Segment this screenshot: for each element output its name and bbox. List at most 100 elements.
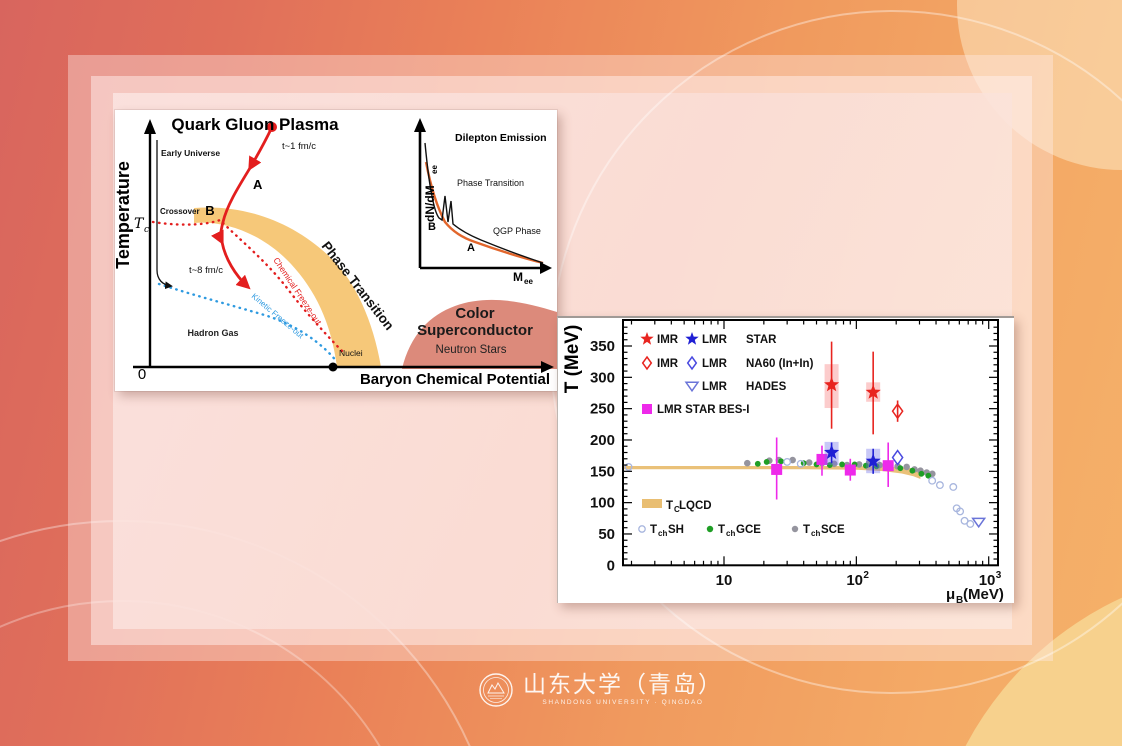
nuclei-dot [328, 362, 338, 372]
time-start-label: t~1 fm/c [282, 141, 316, 152]
legend-label-sub: ch [811, 529, 820, 538]
tc-sub-label: c [144, 225, 149, 235]
data-point [824, 376, 840, 392]
data-point [865, 453, 881, 468]
data-point [935, 481, 944, 490]
x-axis-title-unit: (MeV) [963, 586, 1004, 603]
legend-label: T [666, 500, 673, 512]
color-sc-label-1: Color [455, 305, 494, 322]
legend-label: T [803, 524, 810, 536]
legend-name: STAR [746, 334, 777, 346]
x-tick-exponent: 3 [996, 570, 1002, 581]
legend-label-rest: SCE [821, 524, 845, 536]
y-tick-label: 350 [590, 338, 615, 355]
qcd-phase-diagram-figure: Quark Gluon Plasma Temperature Baryon Ch… [113, 110, 557, 391]
legend-marker [686, 355, 698, 371]
data-point [909, 467, 916, 474]
university-name-block: 山东大学（青岛） SHANDONG UNIVERSITY · QINGDAO [523, 672, 723, 707]
plot-frame [622, 319, 999, 567]
inset-title: Dilepton Emission [455, 132, 547, 144]
data-point [903, 463, 910, 471]
inset-b-label: B [428, 221, 436, 233]
trajectory-segment-2 [211, 167, 252, 246]
trajectory-segment-3 [220, 241, 251, 290]
data-point [891, 449, 904, 466]
legend-label: LMR [702, 358, 728, 370]
data-point [925, 472, 932, 479]
legend-marker [642, 404, 652, 414]
legend-label: IMR [657, 334, 679, 346]
data-point [754, 460, 761, 467]
data-point [966, 519, 975, 528]
legend-label-sub: ch [658, 529, 667, 538]
inset-a-label: A [467, 242, 475, 254]
x-axis-label: Baryon Chemical Potential [360, 371, 550, 388]
inset-y-label-sub: ee [430, 165, 439, 174]
inset-qgp-label: QGP Phase [493, 226, 541, 236]
legend-label-sub: ch [726, 529, 735, 538]
data-point [824, 444, 840, 459]
legend-label-rest: LQCD [679, 500, 712, 512]
inset-x-label: M [513, 270, 523, 284]
inset-spectrum-curve [424, 142, 544, 264]
legend-marker [641, 355, 653, 371]
legend-label: LMR STAR BES-I [657, 404, 749, 416]
data-point [805, 459, 813, 466]
data-point [624, 462, 633, 471]
legend-marker [638, 525, 646, 533]
point-b-label: B [205, 203, 214, 218]
y-tick-label: 200 [590, 432, 615, 449]
data-point [816, 453, 828, 465]
university-name-en: SHANDONG UNIVERSITY · QINGDAO [542, 699, 704, 706]
y-axis-arrow [144, 119, 156, 134]
legend-marker [706, 525, 714, 533]
data-point [956, 507, 965, 516]
inset-x-label-sub: ee [524, 277, 533, 286]
x-axis-title: μ [946, 586, 955, 603]
data-point [971, 517, 987, 529]
legend-label-rest: GCE [736, 524, 761, 536]
hadron-gas-label: Hadron Gas [187, 328, 238, 338]
inset-qgp-curve [424, 161, 544, 265]
data-point [763, 459, 770, 465]
university-logo: 山东大学（青岛） SHANDONG UNIVERSITY · QINGDAO [478, 672, 723, 708]
y-tick-label: 150 [590, 463, 615, 480]
legend-label: LMR [702, 334, 728, 346]
x-axis-arrow [541, 361, 554, 373]
data-point [918, 470, 925, 477]
y-tick-label: 0 [607, 557, 615, 574]
data-point [897, 465, 904, 472]
dilepton-inset: Dilepton Emission dN/dM ee M ee Phase Tr… [414, 118, 552, 286]
figure-title: Quark Gluon Plasma [171, 115, 339, 134]
y-axis-label: Temperature [115, 161, 133, 269]
nuclei-label: Nuclei [339, 348, 363, 358]
legend-label-rest: SH [668, 524, 684, 536]
legend-label: IMR [657, 358, 679, 370]
legend-name: HADES [746, 381, 787, 393]
inset-x-axis-arrow [540, 262, 552, 274]
data-point [796, 459, 805, 468]
data-point [865, 384, 881, 399]
y-axis-title: T (MeV) [562, 325, 583, 394]
trajectory-start-dot [267, 122, 277, 132]
data-point [839, 461, 845, 468]
x-tick-label: 10 [846, 572, 863, 589]
legend-marker [640, 332, 654, 345]
data-point [778, 458, 784, 465]
inset-y-axis-arrow [414, 118, 426, 132]
data-point [960, 516, 969, 525]
time-end-label: t~8 fm/c [189, 265, 223, 276]
university-name-cn: 山东大学（青岛） [523, 672, 723, 698]
phase-diagram-svg: Quark Gluon Plasma Temperature Baryon Ch… [113, 115, 557, 388]
legend-label: T [718, 524, 725, 536]
legend-marker [791, 525, 799, 533]
legend-label: T [650, 524, 657, 536]
y-tick-label: 250 [590, 401, 615, 418]
x-tick-exponent: 2 [863, 570, 869, 581]
origin-label: 0 [138, 366, 146, 383]
legend-name: NA60 (In+In) [746, 358, 814, 370]
color-superconductor-region [402, 299, 557, 369]
data-point [949, 483, 958, 491]
tc-label: T [134, 216, 145, 232]
